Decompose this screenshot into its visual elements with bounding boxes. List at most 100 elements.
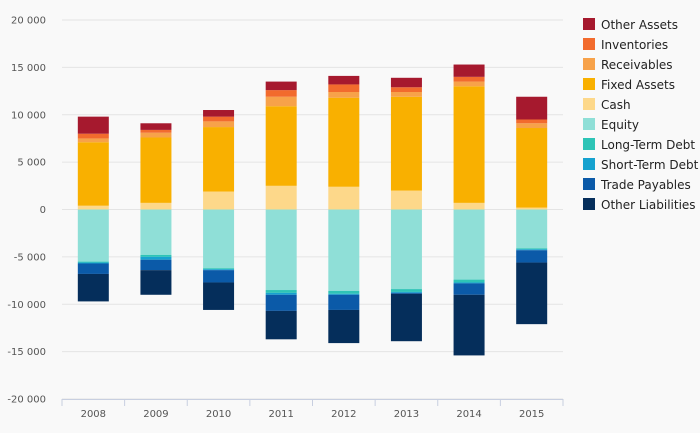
bar-segment[interactable] xyxy=(203,116,235,122)
x-tick-label: 2009 xyxy=(143,409,168,420)
bar-segment[interactable] xyxy=(265,294,297,311)
legend-item[interactable]: Short-Term Debt xyxy=(583,158,699,172)
legend-item[interactable]: Inventories xyxy=(583,38,668,52)
legend-item[interactable]: Fixed Assets xyxy=(583,78,675,92)
bar-segment[interactable] xyxy=(328,290,360,294)
bar-segment[interactable] xyxy=(203,127,235,192)
bar-segment[interactable] xyxy=(77,142,109,206)
bar-segment[interactable] xyxy=(77,273,109,302)
bar-segment[interactable] xyxy=(265,96,297,107)
legend-swatch xyxy=(583,178,595,190)
bar-segment[interactable] xyxy=(390,96,422,191)
bar-segment[interactable] xyxy=(453,202,485,210)
bar-segment[interactable] xyxy=(328,293,360,295)
bar-segment[interactable] xyxy=(77,209,109,262)
legend-swatch xyxy=(583,118,595,130)
bar-segment[interactable] xyxy=(453,283,485,295)
bar-segment[interactable] xyxy=(140,123,172,130)
bar-segment[interactable] xyxy=(390,289,422,292)
bar-segment[interactable] xyxy=(140,129,172,133)
bar-segment[interactable] xyxy=(390,293,422,342)
x-tick-label: 2015 xyxy=(519,409,544,420)
gridlines xyxy=(62,19,563,400)
bar-segment[interactable] xyxy=(203,121,235,128)
bar-segment[interactable] xyxy=(328,186,360,210)
bar-segment[interactable] xyxy=(516,209,548,249)
bar-segment[interactable] xyxy=(516,262,548,325)
legend-item[interactable]: Other Liabilities xyxy=(583,198,696,212)
bar-segment[interactable] xyxy=(516,248,548,250)
legend-item[interactable]: Trade Payables xyxy=(583,178,691,192)
bar-segment[interactable] xyxy=(265,90,297,97)
bar-segment[interactable] xyxy=(203,110,235,117)
bar-segment[interactable] xyxy=(453,81,485,87)
bar-segment[interactable] xyxy=(77,133,109,139)
bar-segment[interactable] xyxy=(265,209,297,291)
legend-item[interactable]: Long-Term Debt xyxy=(583,138,695,152)
bar-segment[interactable] xyxy=(328,97,360,187)
bar-segment[interactable] xyxy=(328,75,360,85)
bar-segment[interactable] xyxy=(328,309,360,344)
bar-segment[interactable] xyxy=(140,259,172,271)
bar-segment[interactable] xyxy=(77,116,109,134)
bar-segment[interactable] xyxy=(77,138,109,143)
bar-segment[interactable] xyxy=(265,81,297,91)
bar-segment[interactable] xyxy=(390,92,422,97)
bar-segment[interactable] xyxy=(453,279,485,283)
bar-segment[interactable] xyxy=(140,202,172,210)
bar-segment[interactable] xyxy=(265,185,297,210)
legend-item[interactable]: Other Assets xyxy=(583,18,678,32)
bar-segment[interactable] xyxy=(203,209,235,269)
bar-segment[interactable] xyxy=(390,292,422,294)
bar-segment[interactable] xyxy=(140,254,172,257)
y-tick-label: -10 000 xyxy=(7,300,46,311)
bar-segment[interactable] xyxy=(516,128,548,208)
bar-segment[interactable] xyxy=(516,119,548,124)
bar-segment[interactable] xyxy=(453,64,485,77)
bar-segment[interactable] xyxy=(140,209,172,255)
legend-item[interactable]: Cash xyxy=(583,98,631,112)
bar-segment[interactable] xyxy=(516,96,548,120)
bar-segment[interactable] xyxy=(390,77,422,88)
bar-segment[interactable] xyxy=(453,86,485,203)
bar-segment[interactable] xyxy=(328,209,360,291)
bar-segment[interactable] xyxy=(516,207,548,210)
bar-segment[interactable] xyxy=(203,191,235,210)
legend-item[interactable]: Equity xyxy=(583,118,639,132)
bar-segment[interactable] xyxy=(77,205,109,210)
bar-segment[interactable] xyxy=(265,292,297,295)
bar-segment[interactable] xyxy=(203,268,235,270)
bar-segment[interactable] xyxy=(140,137,172,203)
legend: Other Assets Inventories Receivables Fixed … xyxy=(583,18,699,212)
bar-segment[interactable] xyxy=(77,263,109,274)
bar-segment[interactable] xyxy=(77,261,109,263)
bar-segment[interactable] xyxy=(203,269,235,271)
bar-segment[interactable] xyxy=(328,294,360,310)
bar-segment[interactable] xyxy=(140,132,172,138)
bar-segment[interactable] xyxy=(390,190,422,210)
bar-segment[interactable] xyxy=(203,282,235,310)
bar-segment[interactable] xyxy=(453,76,485,82)
bar-segment[interactable] xyxy=(140,270,172,295)
bar-segment[interactable] xyxy=(516,249,548,251)
bar-segment[interactable] xyxy=(453,294,485,356)
bar-segment[interactable] xyxy=(265,106,297,186)
bar-segment[interactable] xyxy=(77,262,109,264)
bar-segment[interactable] xyxy=(390,87,422,93)
bar-segment[interactable] xyxy=(265,310,297,340)
bar-segment[interactable] xyxy=(265,290,297,293)
bar-segment[interactable] xyxy=(328,84,360,93)
bar-segment[interactable] xyxy=(516,123,548,129)
y-tick-label: -5 000 xyxy=(14,252,46,263)
bar-segment[interactable] xyxy=(453,282,485,284)
bar-segment[interactable] xyxy=(516,250,548,263)
bar-segment[interactable] xyxy=(453,209,485,280)
x-tick-label: 2014 xyxy=(456,409,481,420)
bar-segment[interactable] xyxy=(328,92,360,98)
legend-item[interactable]: Receivables xyxy=(583,58,673,72)
bar-segment[interactable] xyxy=(203,270,235,283)
bar-segment[interactable] xyxy=(140,256,172,260)
legend-label: Long-Term Debt xyxy=(601,138,695,152)
bar-segment[interactable] xyxy=(390,291,422,293)
bar-segment[interactable] xyxy=(390,209,422,290)
